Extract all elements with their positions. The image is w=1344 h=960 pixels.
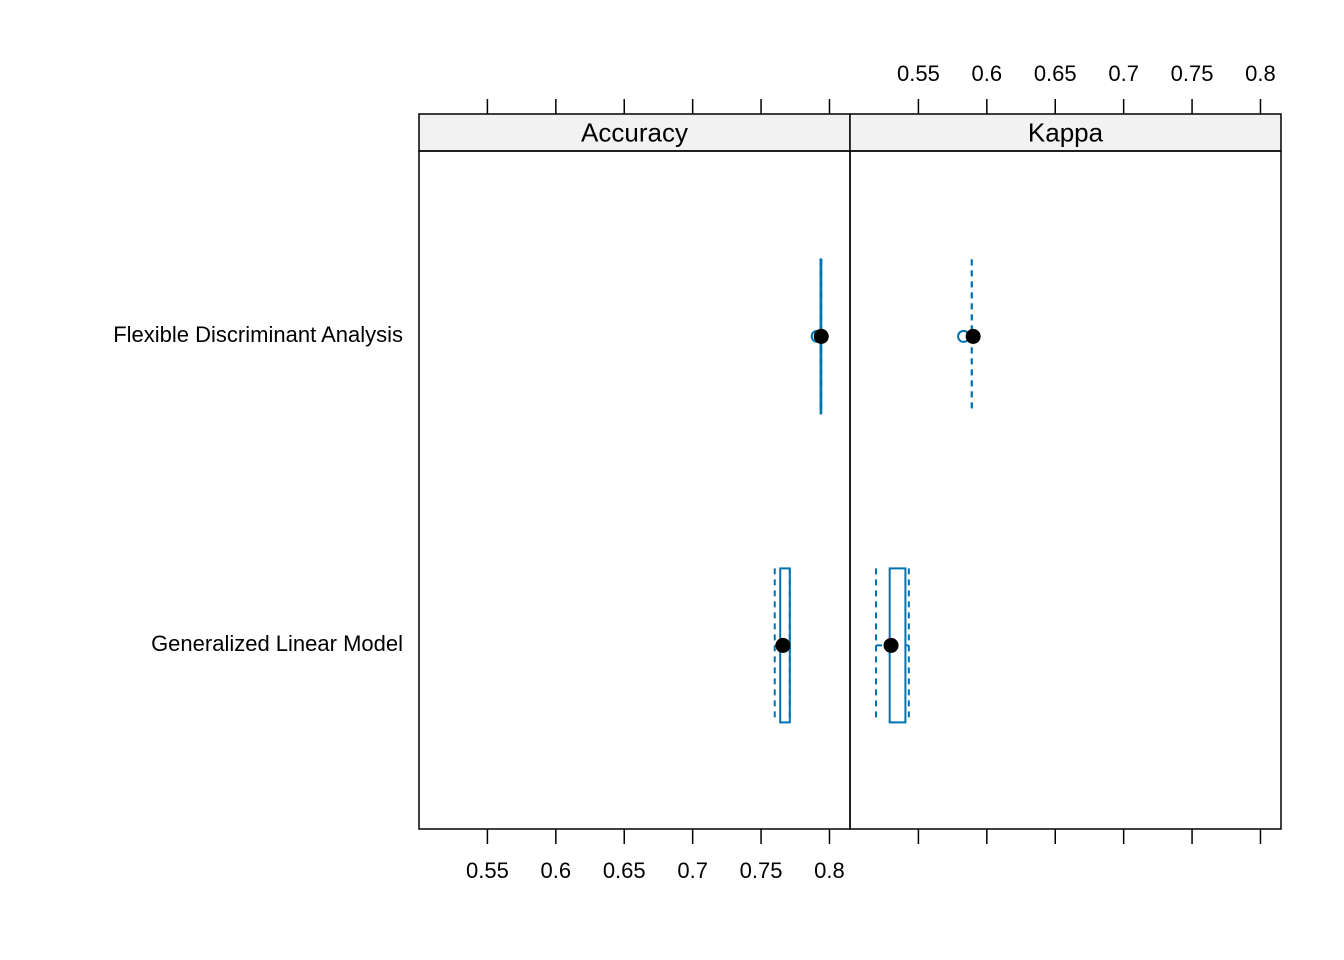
strip-title: Kappa	[1028, 117, 1104, 147]
x-tick-label: 0.6	[541, 858, 572, 883]
x-tick-label: 0.65	[1034, 61, 1077, 86]
x-tick-label: 0.6	[972, 61, 1003, 86]
panel	[849, 150, 1282, 830]
x-tick-label: 0.55	[897, 61, 940, 86]
panel	[418, 150, 851, 830]
median	[965, 328, 981, 344]
median	[813, 328, 829, 344]
x-tick-label: 0.7	[677, 858, 708, 883]
strip	[418, 113, 851, 152]
y-tick-label: Generalized Linear Model	[151, 631, 403, 656]
x-tick-label: 0.65	[603, 858, 646, 883]
x-tick-label: 0.8	[814, 858, 845, 883]
median	[883, 637, 899, 653]
x-tick-label: 0.75	[740, 858, 783, 883]
x-tick-label: 0.55	[466, 858, 509, 883]
y-tick-label: Flexible Discriminant Analysis	[113, 322, 403, 347]
strip-title: Accuracy	[581, 117, 688, 147]
strip	[849, 113, 1282, 152]
x-tick-label: 0.75	[1171, 61, 1214, 86]
x-tick-label: 0.7	[1108, 61, 1139, 86]
median	[775, 637, 791, 653]
x-tick-label: 0.8	[1245, 61, 1276, 86]
